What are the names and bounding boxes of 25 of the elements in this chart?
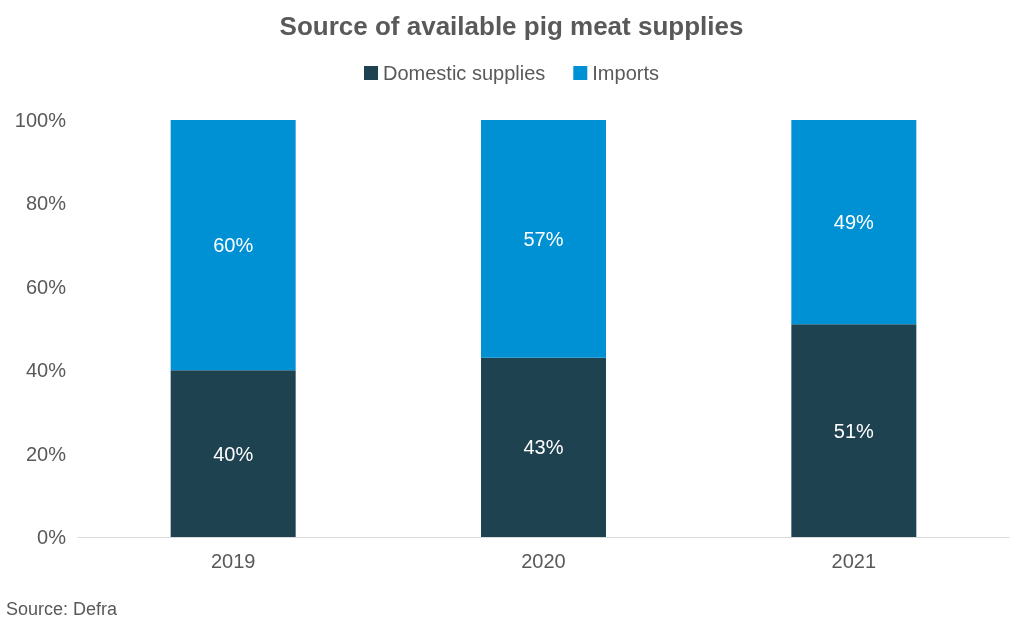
y-tick-label: 40%: [25, 359, 67, 382]
x-tick-label: 2021: [831, 550, 877, 572]
y-tick-label: 0%: [37, 526, 67, 548]
chart-title: Source of available pig meat supplies: [279, 11, 744, 41]
y-tick-label: 20%: [25, 442, 67, 465]
x-tick-label: 2020: [521, 550, 566, 572]
bar: [170, 370, 296, 537]
legend-label: Imports: [592, 62, 659, 84]
bar: [791, 324, 917, 537]
bar: [481, 120, 606, 358]
legend-label: Domestic supplies: [383, 62, 546, 84]
data-label: 57%: [523, 227, 564, 250]
y-tick-label: 80%: [25, 192, 67, 215]
bar: [170, 120, 296, 371]
y-tick-label: 100%: [14, 109, 67, 131]
data-label: 43%: [523, 436, 564, 459]
bar: [791, 120, 917, 325]
y-tick-label: 60%: [25, 275, 67, 298]
data-label: 40%: [213, 442, 254, 465]
data-label: 49%: [833, 211, 875, 234]
bar: [481, 357, 606, 537]
source-note: Source: Defra: [6, 599, 119, 619]
data-label: 60%: [213, 234, 254, 257]
x-tick-label: 2019: [210, 550, 256, 572]
data-label: 51%: [833, 419, 875, 442]
